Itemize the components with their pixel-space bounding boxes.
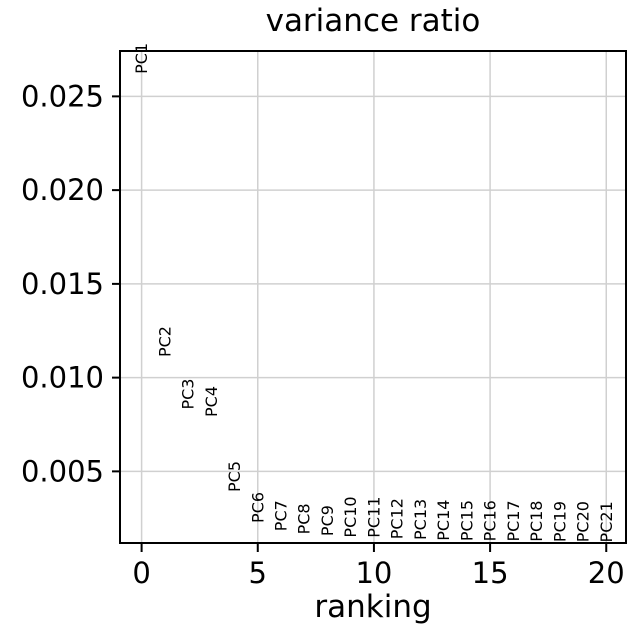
point-label: PC3 — [179, 379, 198, 410]
point-label: PC1 — [132, 43, 151, 74]
x-tick-label: 0 — [132, 556, 150, 590]
y-tick-label: 0.015 — [21, 267, 104, 301]
point-label: PC7 — [272, 500, 291, 531]
point-label: PC15 — [457, 500, 476, 541]
chart-title: variance ratio — [265, 3, 481, 39]
x-tick-label: 5 — [249, 556, 267, 590]
point-label: PC11 — [364, 497, 383, 538]
y-tick-label: 0.010 — [21, 361, 104, 395]
point-label: PC13 — [411, 499, 430, 540]
point-label: PC8 — [295, 503, 314, 534]
point-label: PC6 — [248, 492, 267, 523]
point-label: PC4 — [202, 386, 221, 417]
point-label: PC17 — [504, 500, 523, 541]
point-label: PC2 — [155, 326, 174, 357]
y-tick-label: 0.005 — [21, 454, 104, 488]
x-tick-label: 15 — [472, 556, 509, 590]
point-label: PC10 — [341, 496, 360, 537]
x-tick-label: 20 — [588, 556, 625, 590]
point-label: PC20 — [574, 501, 593, 542]
x-axis-label: ranking — [314, 589, 432, 625]
axes-box — [119, 50, 627, 544]
point-label: PC12 — [388, 498, 407, 539]
point-label: PC14 — [434, 500, 453, 541]
point-label: PC9 — [318, 505, 337, 536]
point-label: PC5 — [225, 461, 244, 492]
x-tick-label: 10 — [355, 556, 392, 590]
y-tick-label: 0.020 — [21, 173, 104, 207]
point-label: PC21 — [597, 501, 616, 542]
point-label: PC18 — [527, 501, 546, 542]
y-tick-label: 0.025 — [21, 79, 104, 113]
point-label: PC19 — [550, 501, 569, 542]
point-label: PC16 — [481, 500, 500, 541]
